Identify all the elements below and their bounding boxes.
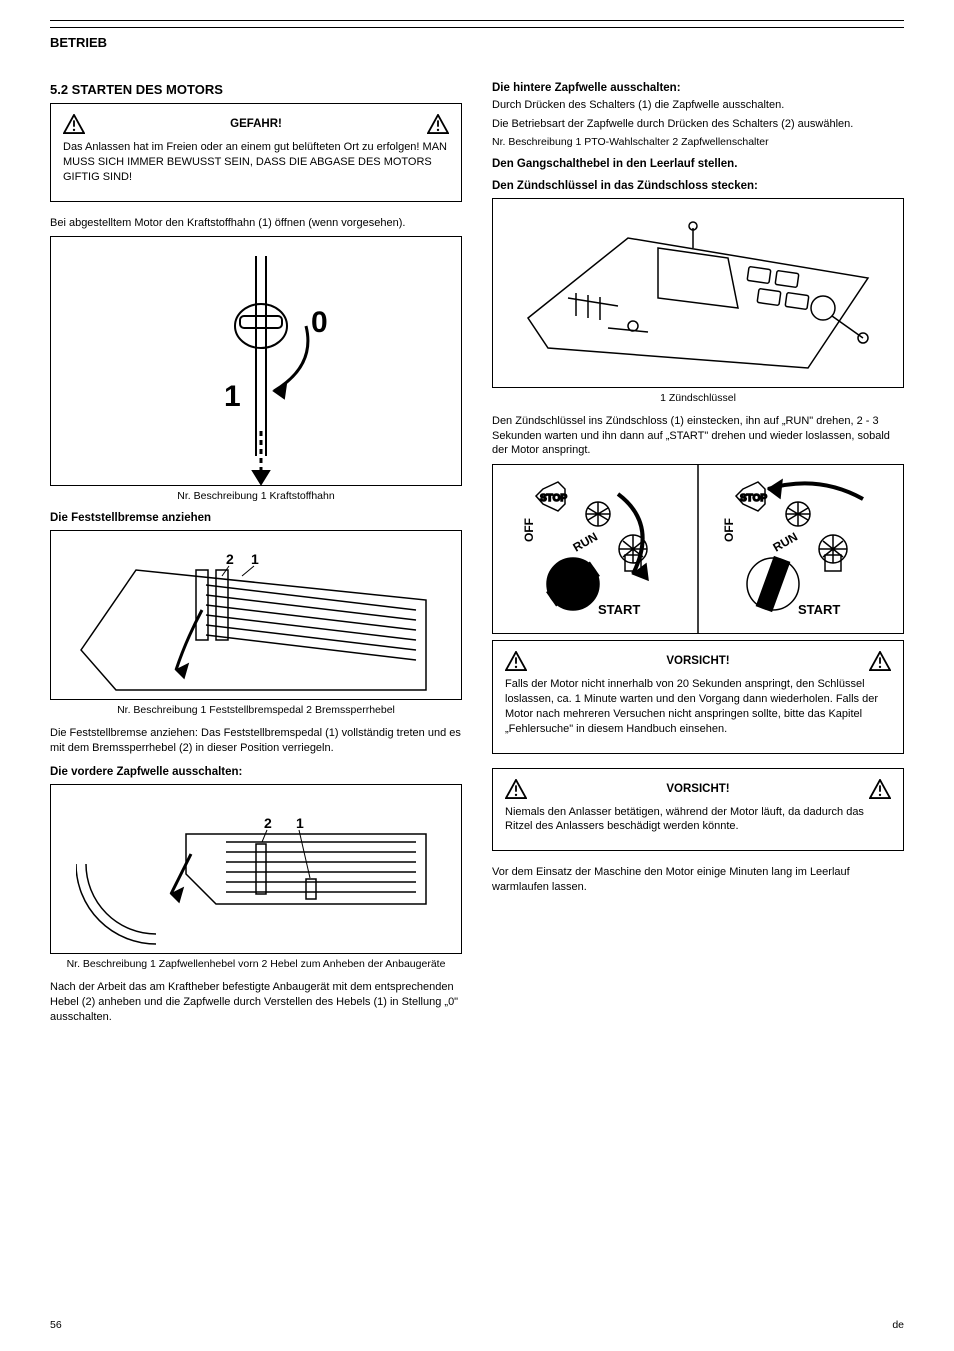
svg-text:1: 1	[224, 380, 241, 413]
page-number: 56	[50, 1319, 62, 1331]
fig5-caption: 1 Zündschlüssel	[492, 392, 904, 404]
rearpto-caption: Nr. Beschreibung 1 PTO-Wahlschalter 2 Za…	[492, 136, 904, 148]
figure-frontpto: 2 1	[50, 784, 462, 954]
brake-title: Die Feststellbremse anziehen	[50, 512, 462, 524]
frontpto-text: Nach der Arbeit das am Kraftheber befest…	[50, 980, 462, 1025]
danger-head: GEFAHR!	[63, 114, 449, 134]
caution-text-2: Niemals den Anlasser betätigen, während …	[505, 805, 891, 835]
svg-text:0: 0	[311, 306, 328, 339]
rearpto-s1: Durch Drücken des Schalters (1) die Zapf…	[492, 98, 904, 113]
start-label-r: START	[798, 602, 840, 617]
warning-icon	[869, 779, 891, 799]
caution-text-1: Falls der Motor nicht innerhalb von 20 S…	[505, 677, 891, 736]
fig2-caption: Nr. Beschreibung 1 Feststellbremspedal 2…	[50, 704, 462, 716]
gear-title: Den Gangschalthebel in den Leerlauf stel…	[492, 158, 904, 170]
danger-text: Das Anlassen hat im Freien oder an einem…	[63, 140, 449, 185]
stop-label-r: STOP	[740, 493, 767, 504]
warmup-text: Vor dem Einsatz der Maschine den Motor e…	[492, 865, 904, 895]
caution-box-2: VORSICHT! Niemals den Anlasser betätigen…	[492, 768, 904, 852]
col-left: 5.2 STARTEN DES MOTORS GEFAHR! Das	[50, 72, 462, 1029]
off-label-r: OFF	[722, 518, 736, 542]
header-title: BETRIEB	[50, 35, 107, 50]
col-right: Die hintere Zapfwelle ausschalten: Durch…	[492, 72, 904, 1029]
warning-icon	[427, 114, 449, 134]
caution-head-2: VORSICHT!	[505, 779, 891, 799]
caution-label-1: VORSICHT!	[666, 655, 729, 667]
run-label-r: RUN	[771, 530, 801, 555]
rearpto-s2: Die Betriebsart der Zapfwelle durch Drüc…	[492, 117, 904, 132]
off-label: OFF	[522, 518, 536, 542]
svg-text:2: 2	[264, 815, 272, 831]
section-title-start: 5.2 STARTEN DES MOTORS	[50, 82, 462, 97]
warning-icon	[505, 651, 527, 671]
stop-label: STOP	[540, 493, 567, 504]
key-title: Den Zündschlüssel in das Zündschloss ste…	[492, 180, 904, 192]
figure-dashboard	[492, 198, 904, 388]
rule-top	[50, 20, 904, 21]
page: BETRIEB 5.2 STARTEN DES MOTORS GEFAHR!	[0, 0, 954, 1351]
figure-brake: 2 1	[50, 530, 462, 700]
svg-text:1: 1	[251, 551, 259, 567]
warning-icon	[63, 114, 85, 134]
run-label: RUN	[571, 530, 601, 555]
fig1-caption: Nr. Beschreibung 1 Kraftstoffhahn	[50, 490, 462, 502]
frontpto-title: Die vordere Zapfwelle ausschalten:	[50, 766, 462, 778]
caution-box-1: VORSICHT! Falls der Motor nicht innerhal…	[492, 640, 904, 753]
danger-box: GEFAHR! Das Anlassen hat im Freien oder …	[50, 103, 462, 202]
key-text: Den Zündschlüssel ins Zündschloss (1) ei…	[492, 414, 904, 459]
warning-icon	[869, 651, 891, 671]
fig3-caption: Nr. Beschreibung 1 Zapfwellenhebel vorn …	[50, 958, 462, 970]
svg-text:2: 2	[226, 551, 234, 567]
brake-text: Die Feststellbremse anziehen: Das Festst…	[50, 726, 462, 756]
figure-fuelcock: 0 1	[50, 236, 462, 486]
start-label: START	[598, 602, 640, 617]
caution-label-2: VORSICHT!	[666, 783, 729, 795]
fuel-step: Bei abgestelltem Motor den Kraftstoffhah…	[50, 216, 462, 231]
footer: 56 de	[50, 1319, 904, 1331]
header: BETRIEB	[50, 27, 904, 52]
svg-text:1: 1	[296, 815, 304, 831]
danger-label: GEFAHR!	[230, 118, 282, 130]
figure-ignition: STOP OFF	[492, 464, 904, 634]
lang-code: de	[892, 1319, 904, 1331]
rearpto-title: Die hintere Zapfwelle ausschalten:	[492, 82, 904, 94]
warning-icon	[505, 779, 527, 799]
columns: 5.2 STARTEN DES MOTORS GEFAHR! Das	[50, 72, 904, 1029]
caution-head-1: VORSICHT!	[505, 651, 891, 671]
